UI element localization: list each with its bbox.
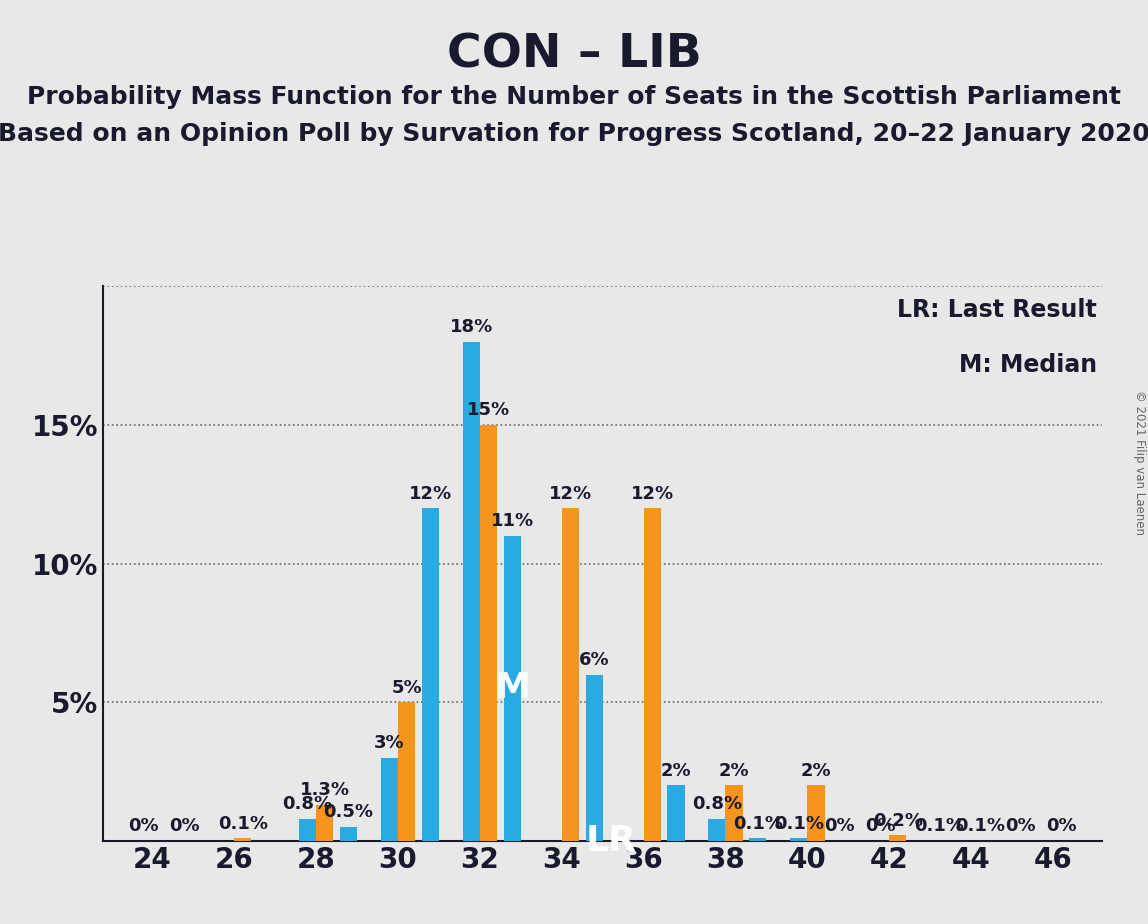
Bar — [790, 838, 807, 841]
Bar — [708, 819, 726, 841]
Text: CON – LIB: CON – LIB — [447, 32, 701, 78]
Text: 2%: 2% — [660, 762, 691, 780]
Text: 0.2%: 0.2% — [872, 812, 923, 830]
Text: 0.5%: 0.5% — [324, 804, 373, 821]
Text: © 2021 Filip van Laenen: © 2021 Filip van Laenen — [1133, 390, 1147, 534]
Bar — [807, 785, 824, 841]
Text: LR: LR — [585, 824, 637, 857]
Bar — [890, 835, 907, 841]
Bar — [298, 819, 316, 841]
Text: 15%: 15% — [467, 402, 510, 419]
Text: 2%: 2% — [800, 762, 831, 780]
Text: 0.8%: 0.8% — [692, 796, 742, 813]
Bar — [726, 785, 743, 841]
Text: 0%: 0% — [866, 818, 895, 835]
Text: 0.1%: 0.1% — [732, 815, 783, 833]
Text: 12%: 12% — [630, 485, 674, 503]
Bar — [504, 536, 521, 841]
Text: M: M — [495, 672, 530, 705]
Bar — [234, 838, 251, 841]
Text: M: Median: M: Median — [959, 353, 1097, 377]
Text: 12%: 12% — [409, 485, 452, 503]
Text: LR: Last Result: LR: Last Result — [898, 298, 1097, 322]
Text: 5%: 5% — [391, 679, 422, 697]
Bar — [667, 785, 684, 841]
Bar — [340, 827, 357, 841]
Bar — [381, 758, 398, 841]
Text: Based on an Opinion Poll by Survation for Progress Scotland, 20–22 January 2020: Based on an Opinion Poll by Survation fo… — [0, 122, 1148, 146]
Text: 18%: 18% — [450, 319, 492, 336]
Bar — [463, 342, 480, 841]
Text: 0%: 0% — [1006, 818, 1035, 835]
Text: 0.8%: 0.8% — [282, 796, 333, 813]
Text: 2%: 2% — [719, 762, 750, 780]
Bar — [561, 508, 579, 841]
Bar — [421, 508, 439, 841]
Bar — [398, 702, 416, 841]
Bar — [644, 508, 661, 841]
Text: 1.3%: 1.3% — [300, 782, 350, 799]
Bar — [750, 838, 767, 841]
Text: 12%: 12% — [549, 485, 592, 503]
Text: Probability Mass Function for the Number of Seats in the Scottish Parliament: Probability Mass Function for the Number… — [28, 85, 1120, 109]
Text: 0.1%: 0.1% — [218, 815, 267, 833]
Text: 0.1%: 0.1% — [955, 818, 1004, 835]
Bar — [480, 425, 497, 841]
Text: 0%: 0% — [824, 818, 855, 835]
Text: 0%: 0% — [129, 818, 160, 835]
Text: 0%: 0% — [170, 818, 200, 835]
Bar — [585, 675, 603, 841]
Text: 0.1%: 0.1% — [774, 815, 824, 833]
Bar — [316, 805, 333, 841]
Text: 0.1%: 0.1% — [914, 818, 964, 835]
Text: 11%: 11% — [490, 513, 534, 530]
Text: 3%: 3% — [374, 735, 405, 752]
Text: 6%: 6% — [579, 651, 610, 669]
Text: 0%: 0% — [1046, 818, 1077, 835]
